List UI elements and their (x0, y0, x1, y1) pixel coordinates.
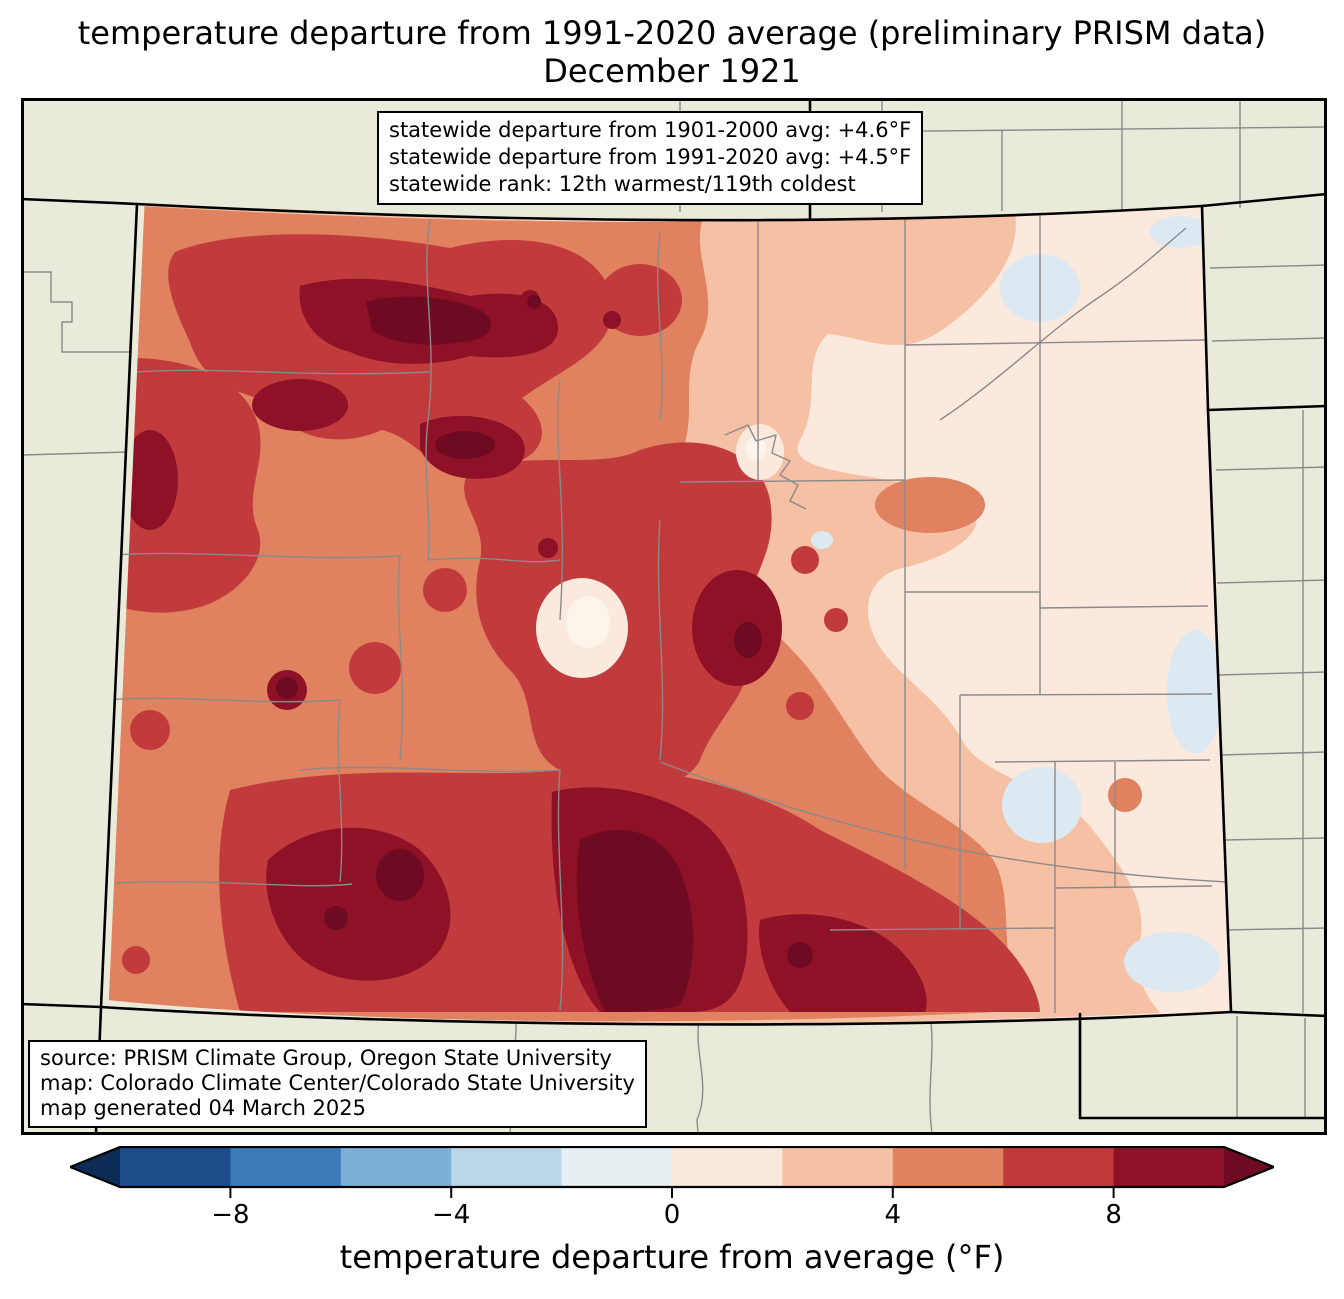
colorbar-tick-label: −8 (211, 1200, 250, 1230)
title-line-2: December 1921 (543, 52, 801, 90)
colorbar-svg (67, 1145, 1277, 1198)
title-line-1: temperature departure from 1991-2020 ave… (77, 14, 1267, 52)
stats-line-2: statewide departure from 1991-2020 avg: … (389, 145, 912, 169)
colorbar-tick-label: 4 (884, 1200, 902, 1230)
source-line-1: source: PRISM Climate Group, Oregon Stat… (40, 1046, 612, 1070)
source-line-2: map: Colorado Climate Center/Colorado St… (40, 1071, 635, 1095)
colorbar-tick-labels: −8 −4 0 4 8 (70, 1200, 1274, 1234)
source-line-3: map generated 04 March 2025 (40, 1096, 367, 1120)
map-frame (21, 98, 1327, 1135)
colorado-map-svg (21, 98, 1327, 1135)
colorbar-axis-label: temperature departure from average (°F) (339, 1238, 1005, 1276)
colorbar-tick-label: 0 (663, 1200, 681, 1230)
page-title: temperature departure from 1991-2020 ave… (0, 14, 1344, 90)
colorbar-tick-label: −4 (432, 1200, 471, 1230)
stats-line-3: statewide rank: 12th warmest/119th colde… (389, 172, 856, 196)
colorado-temperature-fill (101, 204, 1231, 1025)
source-box: source: PRISM Climate Group, Oregon Stat… (28, 1040, 647, 1128)
stats-box: statewide departure from 1901-2000 avg: … (377, 111, 924, 205)
colorbar (67, 1145, 1277, 1204)
colorbar-tick-label: 8 (1105, 1200, 1122, 1230)
stats-line-1: statewide departure from 1901-2000 avg: … (389, 118, 912, 142)
map-canvas (21, 98, 1327, 1135)
colorado-county-lines (103, 212, 1229, 1013)
